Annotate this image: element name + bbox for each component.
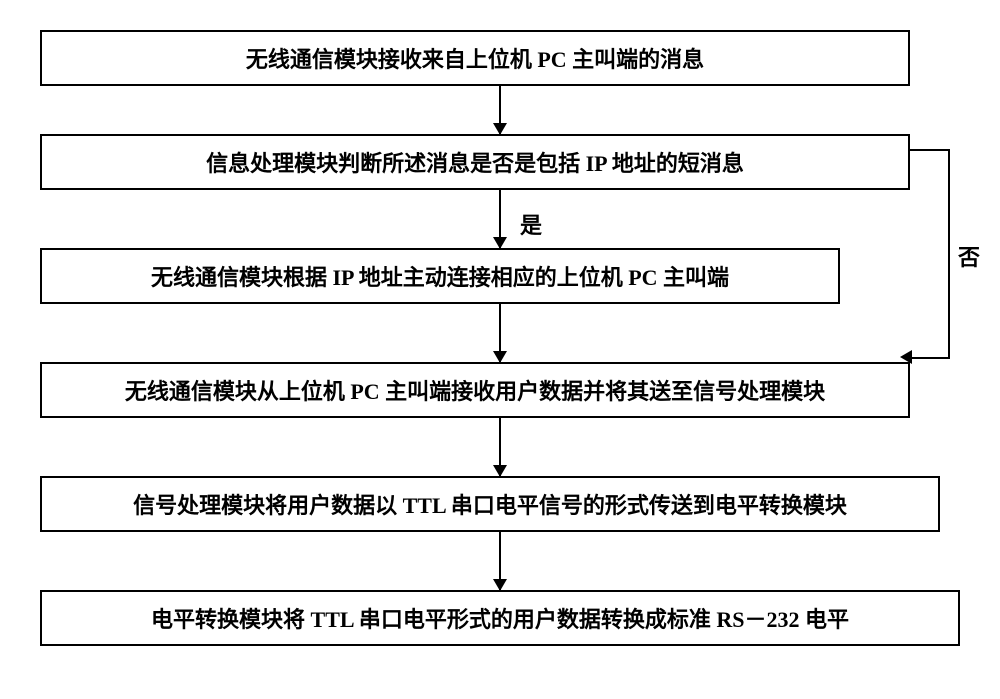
step-judge-ip-sms: 信息处理模块判断所述消息是否是包括 IP 地址的短消息 xyxy=(40,134,910,190)
edge-label-yes: 是 xyxy=(520,208,542,240)
step-text: 无线通信模块从上位机 PC 主叫端接收用户数据并将其送至信号处理模块 xyxy=(125,379,825,404)
step-receive-message: 无线通信模块接收来自上位机 PC 主叫端的消息 xyxy=(40,30,910,86)
edge-no-arrowhead xyxy=(900,350,912,364)
edge-label-no: 否 xyxy=(958,240,980,272)
arrow-down xyxy=(499,86,501,134)
arrow-down xyxy=(499,304,501,362)
step-connect-host: 无线通信模块根据 IP 地址主动连接相应的上位机 PC 主叫端 xyxy=(40,248,840,304)
step-text: 电平转换模块将 TTL 串口电平形式的用户数据转换成标准 RS－232 电平 xyxy=(151,607,849,632)
step-rs232-convert: 电平转换模块将 TTL 串口电平形式的用户数据转换成标准 RS－232 电平 xyxy=(40,590,960,646)
arrow-down xyxy=(499,532,501,590)
edge-no-path xyxy=(910,149,950,357)
edge-no-path-bottom xyxy=(910,357,950,359)
step-receive-user-data: 无线通信模块从上位机 PC 主叫端接收用户数据并将其送至信号处理模块 xyxy=(40,362,910,418)
step-text: 信息处理模块判断所述消息是否是包括 IP 地址的短消息 xyxy=(206,151,744,176)
step-text: 无线通信模块根据 IP 地址主动连接相应的上位机 PC 主叫端 xyxy=(151,265,729,290)
step-text: 信号处理模块将用户数据以 TTL 串口电平信号的形式传送到电平转换模块 xyxy=(133,493,847,518)
arrow-down xyxy=(499,190,501,248)
flowchart-container: 无线通信模块接收来自上位机 PC 主叫端的消息 信息处理模块判断所述消息是否是包… xyxy=(40,30,960,646)
step-text: 无线通信模块接收来自上位机 PC 主叫端的消息 xyxy=(246,47,704,72)
arrow-down xyxy=(499,418,501,476)
step-ttl-transmit: 信号处理模块将用户数据以 TTL 串口电平信号的形式传送到电平转换模块 xyxy=(40,476,940,532)
